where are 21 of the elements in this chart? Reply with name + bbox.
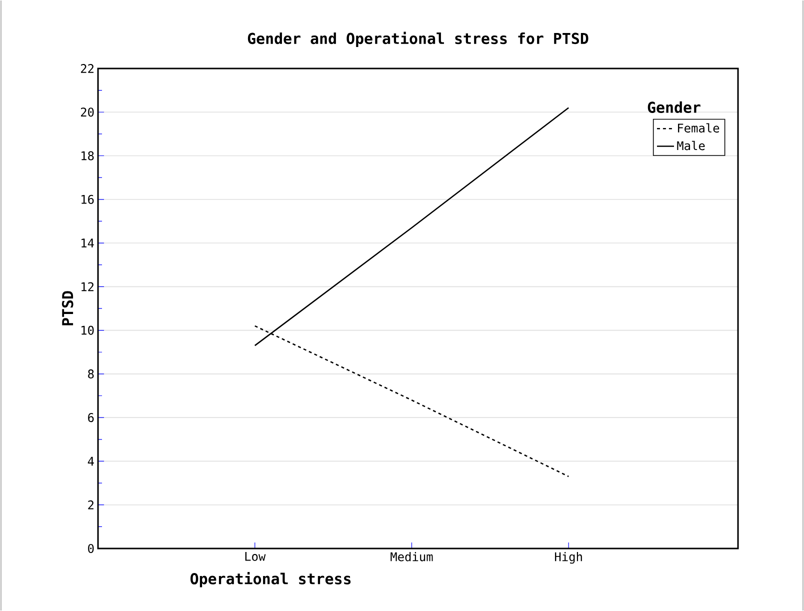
y-tick-label: 6 [88, 413, 94, 422]
chart-title: Gender and Operational stress for PTSD [248, 32, 588, 47]
x-tick-label: High [555, 552, 582, 564]
y-axis-title: PTSD [62, 291, 74, 326]
y-tick-label: 22 [80, 64, 94, 73]
y-tick-label: 20 [80, 108, 94, 117]
y-tick-label: 8 [88, 369, 94, 378]
legend-label: Female [678, 123, 720, 133]
y-tick-label: 18 [82, 151, 94, 160]
y-tick-label: 12 [82, 282, 94, 292]
y-tick-label: 2 [88, 500, 94, 510]
y-tick-label: 14 [82, 238, 94, 248]
legend-label: Male [677, 140, 705, 150]
y-tick-label: 16 [82, 194, 94, 204]
x-axis-title: Operational stress [190, 572, 351, 588]
x-tick-label: Medium [390, 552, 433, 562]
y-tick-label: 10 [82, 326, 94, 335]
y-tick-label: 4 [88, 456, 94, 466]
y-tick-label: 0 [88, 544, 94, 554]
x-tick-label: Low [245, 552, 266, 561]
legend-title: Gender [648, 101, 700, 113]
